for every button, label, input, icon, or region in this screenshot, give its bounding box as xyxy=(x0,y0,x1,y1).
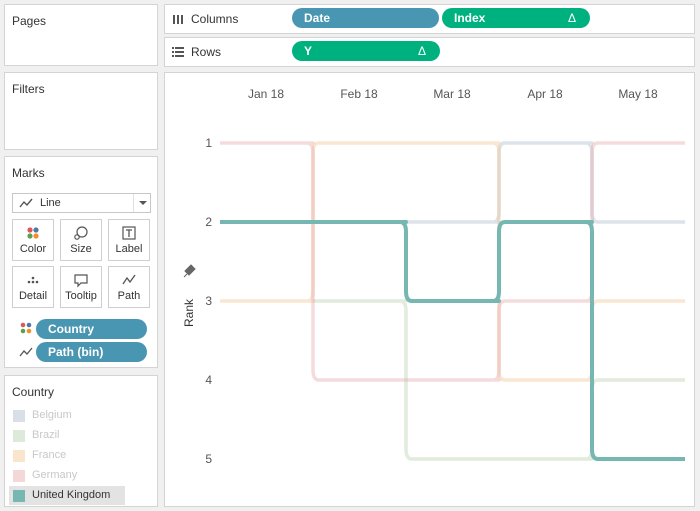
size-button[interactable]: Size xyxy=(60,219,102,261)
legend-swatch xyxy=(13,410,25,422)
tooltip-button[interactable]: Tooltip xyxy=(60,266,102,308)
path-field-label: Path (bin) xyxy=(48,345,104,359)
chart-view[interactable]: Jan 18 Feb 18 Mar 18 Apr 18 May 18 1 2 3 4 5 Rank xyxy=(164,72,695,507)
y-tick-label: 3 xyxy=(205,294,212,308)
x-tick-label: May 18 xyxy=(618,87,658,101)
size-button-label: Size xyxy=(70,243,92,255)
text-label-icon xyxy=(122,226,136,240)
color-dots-icon xyxy=(27,227,39,239)
bump-chart[interactable]: Jan 18 Feb 18 Mar 18 Apr 18 May 18 1 2 3 4 5 Rank xyxy=(165,73,695,507)
tooltip-button-label: Tooltip xyxy=(65,290,97,302)
legend-swatch xyxy=(13,430,25,442)
label-button-label: Label xyxy=(115,243,143,255)
y-pill[interactable]: Y Δ xyxy=(292,41,440,61)
mark-type-label: Line xyxy=(40,197,61,209)
columns-shelf[interactable]: Columns Date Index Δ xyxy=(164,4,695,34)
legend-item[interactable]: France xyxy=(9,446,125,465)
line-mark-icon xyxy=(19,198,33,208)
x-tick-label: Mar 18 xyxy=(433,87,471,101)
index-pill-label: Index xyxy=(454,11,486,25)
filters-title: Filters xyxy=(12,82,45,96)
legend-title: Country xyxy=(12,385,55,399)
label-button[interactable]: Label xyxy=(108,219,150,261)
detail-button[interactable]: Detail xyxy=(12,266,54,308)
color-field-label: Country xyxy=(48,322,94,336)
rows-shelf[interactable]: Rows Y Δ xyxy=(164,37,695,67)
chevron-down-icon[interactable] xyxy=(133,194,150,212)
detail-dots-icon xyxy=(27,276,39,284)
legend-item[interactable]: Belgium xyxy=(9,406,125,425)
color-dots-icon xyxy=(20,322,32,334)
pages-title: Pages xyxy=(12,14,47,28)
x-tick-label: Jan 18 xyxy=(248,87,284,101)
series-line-france[interactable] xyxy=(220,141,685,382)
marks-title: Marks xyxy=(12,166,45,180)
legend-item[interactable]: Germany xyxy=(9,466,125,485)
x-tick-label: Apr 18 xyxy=(527,87,563,101)
legend-label: Belgium xyxy=(32,409,72,421)
legend-label: United Kingdom xyxy=(32,489,111,501)
tooltip-icon xyxy=(74,274,88,288)
series-line-belgium[interactable] xyxy=(406,141,685,224)
path-button[interactable]: Path xyxy=(108,266,150,308)
legend-swatch xyxy=(13,450,25,462)
y-axis-label: Rank xyxy=(182,298,196,327)
y-pill-label: Y xyxy=(304,44,313,58)
color-button[interactable]: Color xyxy=(12,219,54,261)
path-icon xyxy=(122,274,136,285)
color-field-pill[interactable]: Country xyxy=(36,319,147,339)
delta-icon: Δ xyxy=(417,44,426,58)
series-line-united-kingdom[interactable] xyxy=(220,220,685,461)
mark-type-dropdown[interactable]: Line xyxy=(12,193,151,213)
pin-icon[interactable] xyxy=(183,264,196,278)
size-icon xyxy=(74,226,88,240)
rows-label: Rows xyxy=(191,45,222,59)
y-tick-label: 2 xyxy=(205,215,212,229)
x-tick-label: Feb 18 xyxy=(340,87,378,101)
columns-icon xyxy=(173,15,183,24)
series-line-germany[interactable] xyxy=(220,141,685,382)
path-field-pill[interactable]: Path (bin) xyxy=(36,342,147,362)
detail-button-label: Detail xyxy=(18,290,48,302)
path-icon xyxy=(19,347,33,357)
legend-label: France xyxy=(32,449,67,461)
delta-icon: Δ xyxy=(567,11,576,25)
legend-swatch xyxy=(13,470,25,482)
rows-icon xyxy=(172,47,184,57)
country-legend: Country Belgium Brazil France Germany United… xyxy=(4,375,158,507)
date-pill-label: Date xyxy=(304,11,331,25)
y-tick-label: 1 xyxy=(205,136,212,150)
filters-card[interactable]: Filters xyxy=(4,72,158,150)
columns-label: Columns xyxy=(191,12,239,26)
date-pill[interactable]: Date xyxy=(292,8,439,28)
marks-card: Marks Line Color Size Label Detail xyxy=(4,156,158,368)
pages-card[interactable]: Pages xyxy=(4,4,158,66)
legend-item[interactable]: United Kingdom xyxy=(9,486,125,505)
path-button-label: Path xyxy=(117,290,141,302)
index-pill[interactable]: Index Δ xyxy=(442,8,590,28)
y-tick-label: 5 xyxy=(205,452,212,466)
legend-item[interactable]: Brazil xyxy=(9,426,125,445)
legend-swatch xyxy=(13,490,25,502)
legend-label: Brazil xyxy=(32,429,60,441)
legend-label: Germany xyxy=(32,469,78,481)
color-button-label: Color xyxy=(19,243,47,255)
y-tick-label: 4 xyxy=(205,373,212,387)
